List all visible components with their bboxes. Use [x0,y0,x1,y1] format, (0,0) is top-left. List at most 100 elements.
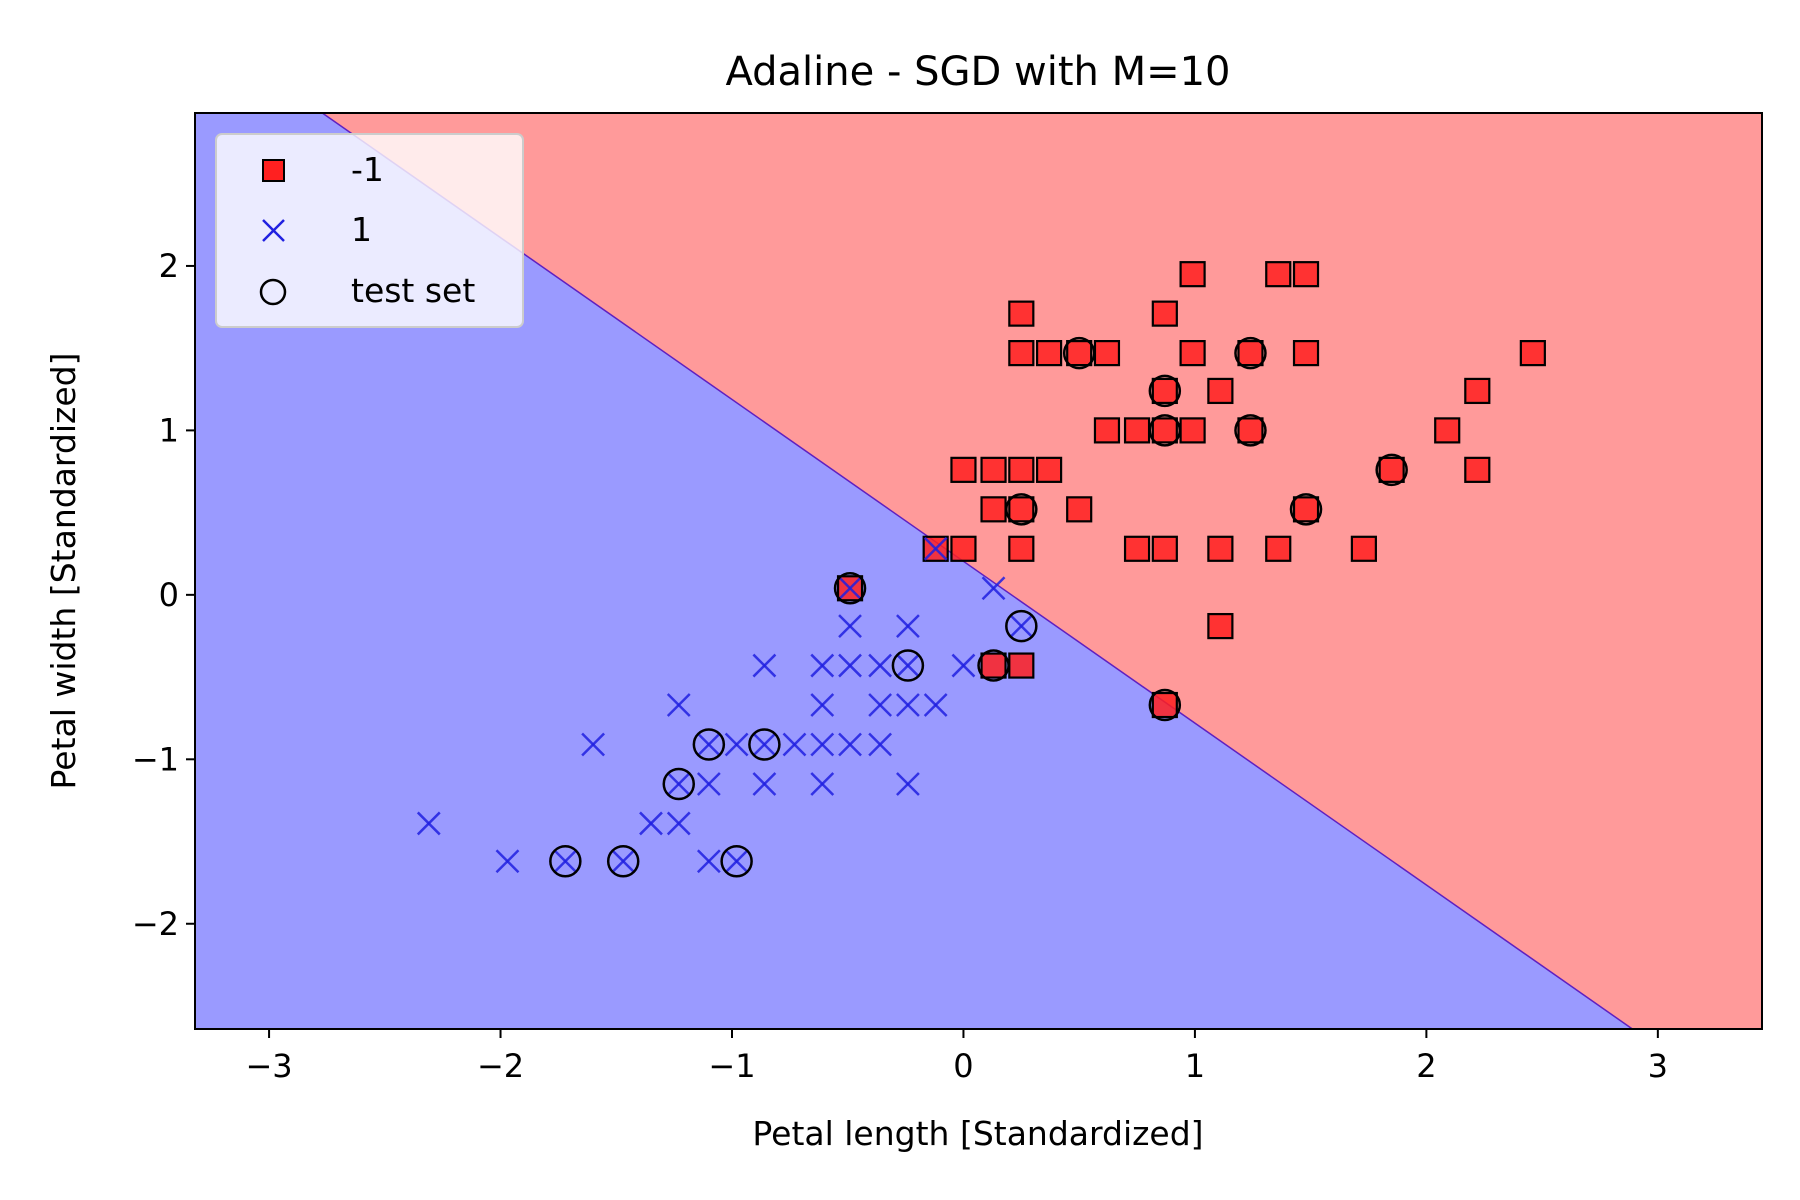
point-class-neg1 [1008,300,1035,327]
point-class-neg1 [1093,417,1121,444]
point-class-1 [838,653,862,678]
point-x-stroke [868,693,893,717]
point-class-1 [896,693,920,717]
point-x-stroke [838,614,862,638]
legend-label-pos: 1 [351,210,372,249]
point-x-stroke [495,849,520,874]
point-x-stroke [896,772,920,796]
legend-label-test: test set [351,271,475,310]
x-tick-label: −2 [477,1047,524,1085]
point-test-set [1005,609,1038,643]
point-class-neg1 [1151,691,1178,719]
point-test-set [1148,688,1182,722]
point-x-stroke [724,849,749,874]
point-class-1 [1009,614,1034,638]
point-x-stroke [810,772,835,796]
point-x-stroke [696,732,721,757]
point-class-neg1 [1008,340,1035,367]
x-tick-label: 1 [1185,1047,1205,1085]
point-x-stroke [639,811,663,836]
y-axis-label: Petal width [Standardized] [44,353,83,790]
point-class-neg1 [1151,535,1178,562]
point-class-1 [696,772,721,796]
point-class-1 [810,693,835,717]
legend-box [215,133,524,328]
point-x-stroke [752,653,777,678]
point-test-set [748,728,781,761]
point-class-1 [581,732,605,757]
point-class-neg1 [1464,456,1491,483]
x-axis-ticks: −3 −2 −1 0 1 2 3 [245,1029,1668,1085]
point-test-set [692,728,726,761]
point-class-neg1 [1519,340,1546,367]
x-tick-label: 0 [953,1047,973,1085]
point-class-1 [896,614,920,638]
point-x-stroke [696,772,721,796]
point-test-set [720,845,753,878]
point-x-stroke [981,576,1006,601]
point-class-neg1 [1035,456,1063,483]
y-tick-label: −2 [132,905,179,943]
legend-circle-marker [259,278,287,306]
point-test-set [1375,453,1408,487]
point-class-neg1 [1378,456,1405,483]
point-class-neg1 [1434,417,1461,444]
point-x-stroke [896,693,920,717]
point-class-1 [896,653,920,678]
x-tick-label: −3 [245,1047,292,1085]
point-test-set [662,767,696,801]
point-test-set [977,649,1010,682]
point-x-stroke [923,536,948,561]
point-class-neg1 [1464,377,1491,405]
point-class-neg1 [980,456,1007,483]
point-class-1 [923,536,948,561]
point-x-stroke [868,732,893,757]
point-class-1 [810,732,835,757]
point-class-neg1 [1093,340,1121,367]
point-test-set [1005,493,1038,526]
plot-frame [194,112,1763,1030]
decision-boundary-line [321,113,1633,1029]
point-x-stroke [666,772,691,796]
point-class-neg1 [1237,340,1264,367]
point-class-neg1 [1292,496,1320,523]
point-class-1 [868,693,893,717]
point-class-neg1 [1179,417,1206,444]
data-points [416,261,1546,878]
point-x-stroke [724,732,749,757]
point-x-stroke [838,653,862,678]
point-class-1 [951,653,976,678]
point-class-1 [838,614,862,638]
point-class-1 [752,653,777,678]
y-tick-label: −1 [132,740,179,778]
point-class-1 [810,653,835,678]
point-x-stroke [838,732,862,757]
legend-square-marker [262,159,285,182]
point-class-1 [868,653,893,678]
point-class-1 [810,772,835,796]
point-class-neg1 [980,652,1007,679]
y-tick-label: 1 [159,411,179,449]
point-class-1 [923,693,948,717]
point-test-set [1148,374,1182,408]
point-class-neg1 [1265,261,1292,288]
point-class-neg1 [1066,340,1093,367]
point-x-stroke [666,811,691,836]
point-x-stroke [752,732,777,757]
point-x-stroke [810,732,835,757]
point-class-neg1 [1123,535,1151,562]
point-x-stroke [810,653,835,678]
point-x-stroke [951,653,976,678]
point-class-neg1 [1066,496,1093,523]
point-class-neg1 [1207,377,1234,405]
point-test-set [606,845,640,878]
point-test-set [891,649,925,682]
point-test-set [1148,414,1182,447]
point-class-neg1 [950,535,977,562]
point-x-stroke [810,693,835,717]
point-x-stroke [1009,614,1034,638]
legend-x-marker [262,219,285,242]
point-class-1 [724,849,749,874]
